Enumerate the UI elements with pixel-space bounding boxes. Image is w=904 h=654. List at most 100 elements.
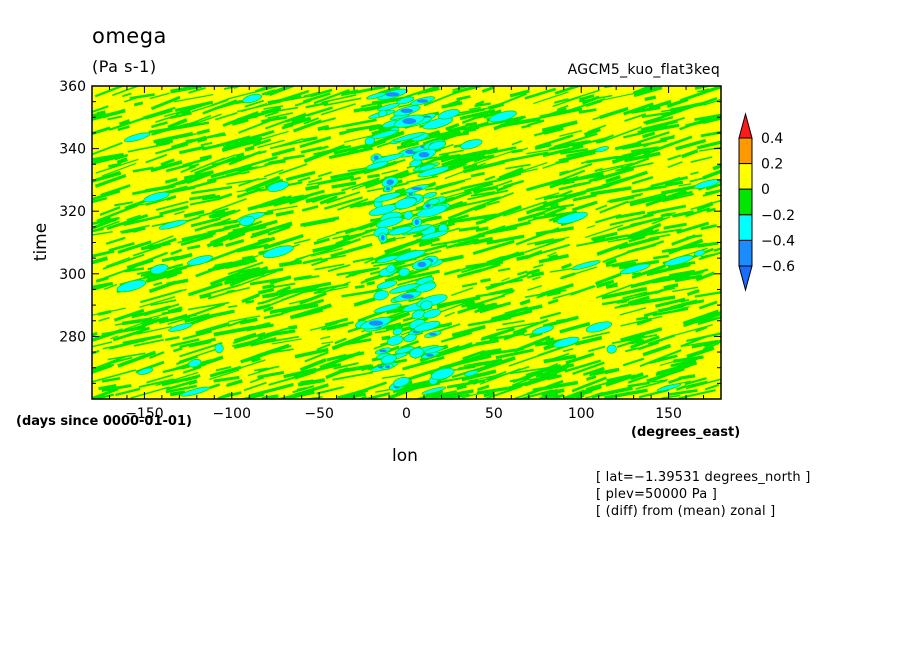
field-patch-strong-negative	[556, 211, 588, 225]
field-patch-negative	[98, 316, 110, 322]
field-patch-strong-negative	[437, 109, 460, 120]
field-patch-negative	[132, 245, 162, 257]
field-patch-negative	[280, 285, 320, 302]
field-patch-negative	[178, 145, 205, 155]
field-patch-negative	[268, 159, 286, 165]
field-patch-negative	[427, 393, 441, 399]
field-patch-negative	[192, 362, 206, 370]
field-patch-negative	[260, 267, 284, 275]
field-patch-negative	[594, 213, 622, 224]
field-patch-negative	[667, 161, 683, 169]
field-patch-negative	[454, 147, 499, 164]
field-patch-negative	[524, 87, 557, 100]
field-patch-negative	[332, 234, 350, 240]
field-patch-negative	[250, 337, 277, 347]
field-patch-negative	[117, 125, 130, 132]
field-patch-negative	[571, 200, 598, 212]
field-patch-strong-negative	[373, 303, 402, 314]
field-patch-negative	[683, 312, 721, 328]
field-patch-negative	[678, 183, 692, 187]
field-patch-negative	[299, 358, 327, 372]
field-patch-negative	[558, 181, 589, 191]
field-patch-negative	[303, 117, 320, 125]
field-patch-negative	[127, 142, 170, 153]
colorbar-segment	[738, 163, 753, 190]
field-patch-negative	[464, 225, 506, 241]
field-patch-negative	[207, 290, 233, 300]
field-patch-negative	[684, 377, 707, 386]
field-patch-negative	[397, 269, 440, 282]
colorbar-label: 0	[761, 182, 770, 198]
field-patch-negative	[115, 387, 141, 397]
field-patch-negative	[702, 113, 721, 125]
field-patch-negative	[632, 236, 646, 242]
field-patch-negative	[310, 88, 333, 98]
field-patch-negative	[636, 316, 649, 321]
field-patch-negative	[643, 115, 664, 124]
field-patch-negative	[463, 121, 490, 132]
field-patch-negative	[309, 322, 338, 331]
field-patch-negative	[616, 299, 628, 304]
field-patch-negative	[623, 102, 654, 116]
field-patch-negative	[196, 128, 210, 136]
field-patch-negative	[92, 220, 120, 236]
field-patch-strong-negative	[394, 197, 417, 210]
field-patch-negative	[553, 132, 598, 149]
colorbar-over-triangle	[738, 112, 753, 139]
field-patch-negative	[620, 157, 650, 170]
x-tick-label: 150	[655, 406, 682, 422]
field-patch-negative	[114, 153, 129, 161]
field-patch-negative	[295, 189, 325, 201]
field-patch-strong-negative	[137, 367, 154, 375]
field-patch-negative	[211, 209, 237, 219]
field-patch-negative	[476, 386, 508, 395]
field-patch-negative	[443, 268, 461, 276]
field-patch-negative	[440, 152, 486, 173]
field-patch-negative	[100, 184, 131, 197]
field-patch-negative	[159, 313, 198, 324]
field-patch-negative	[320, 103, 356, 116]
field-patch-negative	[310, 248, 343, 257]
field-patch-strong-negative	[239, 215, 255, 227]
field-patch-negative	[542, 144, 584, 158]
field-patch-negative	[477, 384, 490, 392]
annotation-plev: [ plev=50000 Pa ]	[596, 487, 717, 502]
field-patch-negative	[467, 189, 509, 201]
field-patch-negative	[313, 237, 330, 245]
field-patch-negative	[400, 340, 420, 350]
field-patch-very-negative	[426, 353, 434, 357]
field-patch-negative	[117, 240, 152, 254]
field-patch-negative	[563, 389, 585, 399]
field-patch-negative	[511, 140, 523, 146]
colorbar-segment	[738, 188, 753, 216]
field-patch-strong-negative	[459, 139, 483, 150]
field-patch-negative	[263, 233, 304, 250]
field-patch-negative	[247, 367, 274, 377]
field-patch-negative	[214, 261, 233, 267]
field-patch-negative	[164, 336, 180, 342]
field-patch-negative	[209, 369, 240, 380]
field-patch-negative	[133, 101, 144, 107]
field-patch-strong-negative	[553, 336, 580, 348]
field-patch-negative	[702, 342, 720, 351]
field-patch-negative	[274, 196, 286, 204]
field-patch-negative	[99, 206, 121, 217]
field-patch-negative	[263, 312, 284, 320]
field-patch-negative	[170, 338, 200, 348]
field-patch-negative	[600, 126, 642, 143]
field-patch-negative	[123, 316, 160, 331]
field-patch-negative	[524, 372, 559, 387]
field-patch-negative	[562, 348, 574, 353]
field-patch-negative	[630, 276, 666, 289]
field-patch-negative	[515, 227, 560, 246]
field-patch-negative	[443, 149, 487, 162]
field-patch-negative	[555, 159, 569, 165]
field-patch-negative	[140, 241, 171, 251]
field-patch-negative	[667, 154, 682, 161]
field-patch-negative	[271, 147, 296, 157]
colorbar-label: 0.2	[761, 157, 783, 173]
field-patch-negative	[245, 175, 281, 193]
field-patch-negative	[92, 363, 115, 379]
field-patch-negative	[317, 145, 329, 151]
field-patch-negative	[663, 222, 687, 230]
